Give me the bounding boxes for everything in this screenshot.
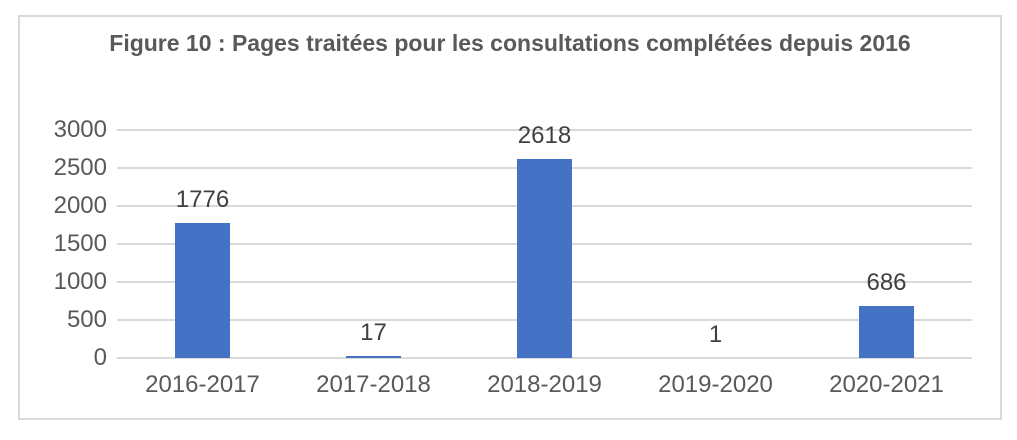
chart-title-text: Figure 10 : Pages traitées pour les cons… (109, 30, 911, 56)
chart-frame (18, 15, 1002, 420)
chart-title: Figure 10 : Pages traitées pour les cons… (18, 28, 1002, 59)
